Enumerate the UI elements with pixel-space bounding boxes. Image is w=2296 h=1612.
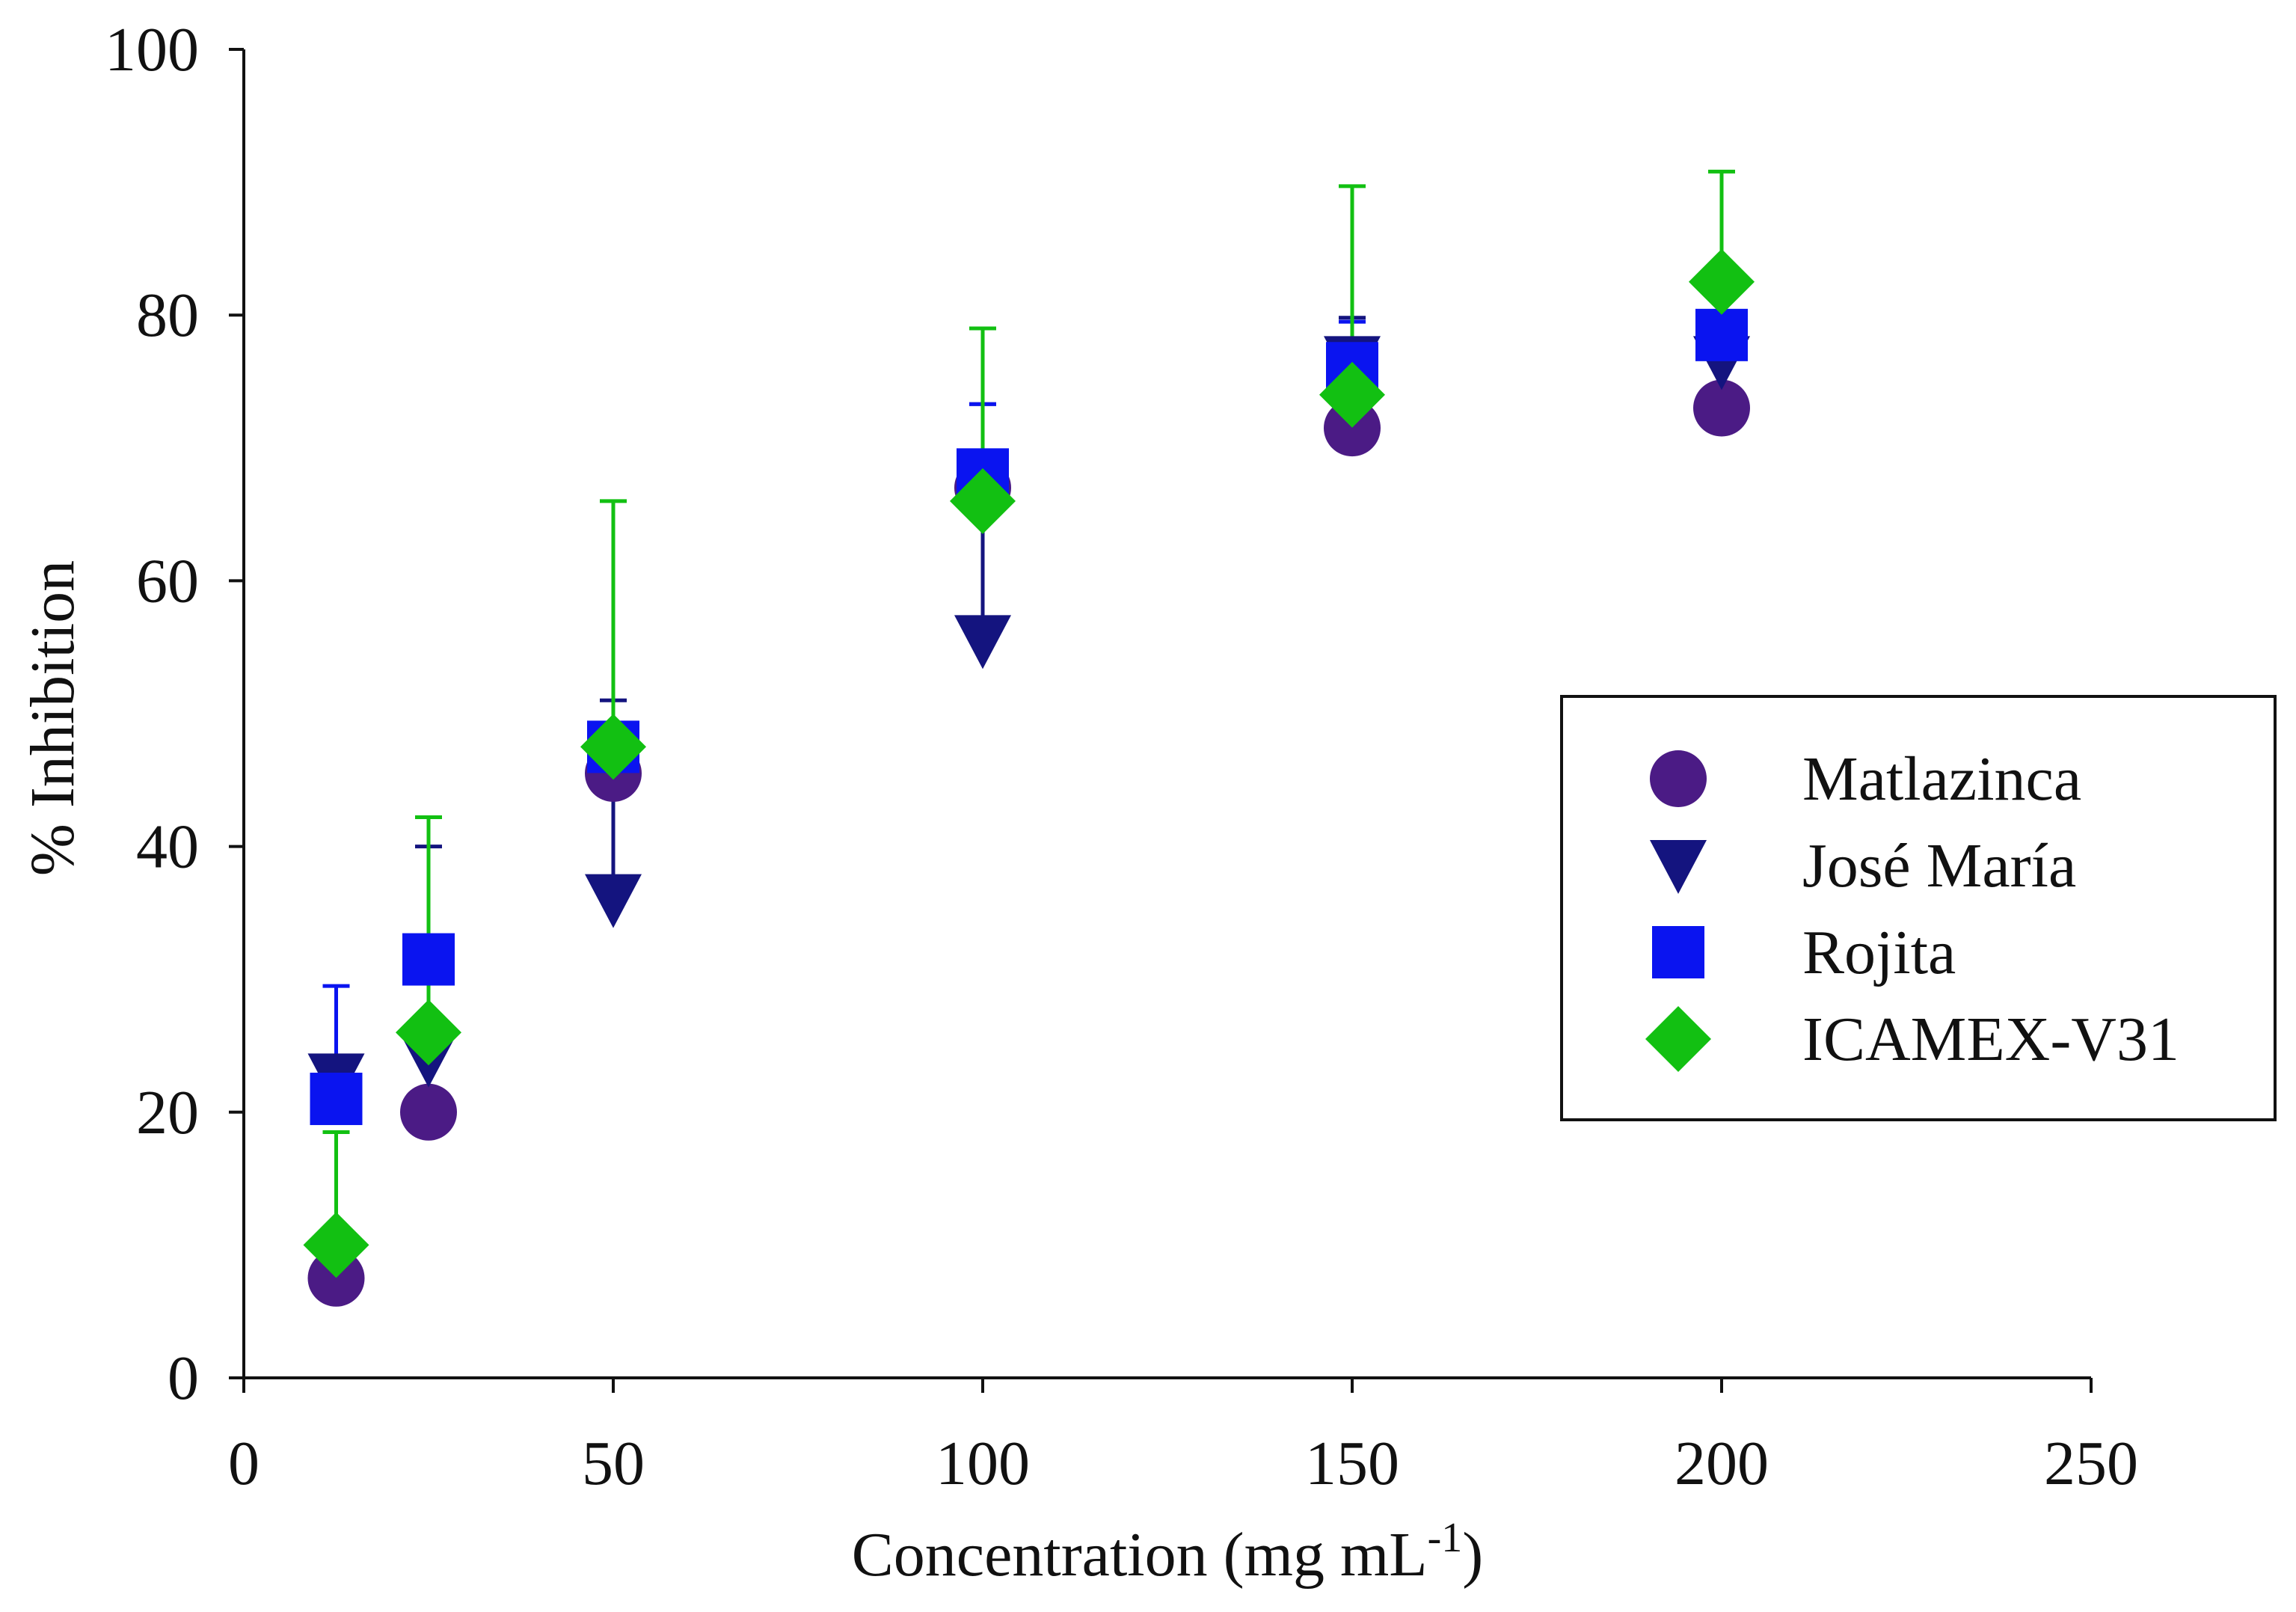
marker-2-5 — [1695, 309, 1748, 361]
marker-2-1 — [402, 934, 455, 986]
y-tick-label: 40 — [136, 812, 199, 882]
y-tick-label: 0 — [168, 1343, 199, 1413]
y-tick-label: 80 — [136, 281, 199, 350]
x-tick-label: 250 — [2044, 1429, 2138, 1498]
x-tick-label: 150 — [1305, 1429, 1399, 1498]
x-axis-label-main: Concentration (mg mL — [852, 1520, 1428, 1590]
marker-3-5 — [1689, 249, 1755, 315]
x-axis-label-superscript: -1 — [1428, 1515, 1463, 1561]
marker-1-3 — [954, 615, 1011, 669]
chart-svg: 0 50 100 150 200 250 0 20 40 60 80 100 Concentrati… — [0, 0, 2296, 1612]
legend-label-1: José María — [1802, 831, 2076, 901]
legend-marker-0 — [1650, 750, 1707, 807]
legend-label-0: Matlazinca — [1802, 744, 2081, 814]
y-axis-label: % Inhibition — [18, 560, 88, 876]
x-ticks: 0 50 100 150 200 250 — [228, 1378, 2138, 1498]
x-axis-label: Concentration (mg mL-1) — [852, 1515, 1483, 1590]
legend-label-2: Rojita — [1802, 918, 1956, 987]
x-tick-label: 200 — [1675, 1429, 1769, 1498]
marker-1-2 — [585, 874, 642, 928]
marker-3-1 — [396, 999, 461, 1065]
x-tick-label: 50 — [582, 1429, 645, 1498]
x-tick-label: 100 — [936, 1429, 1030, 1498]
legend-label-3: ICAMEX-V31 — [1802, 1005, 2179, 1074]
legend: Matlazinca José María Rojita ICAMEX-V31 — [1562, 696, 2275, 1120]
legend-marker-2 — [1652, 926, 1704, 978]
x-tick-label: 0 — [228, 1429, 260, 1498]
data-markers — [304, 249, 1755, 1307]
y-tick-label: 60 — [136, 546, 199, 616]
y-tick-label: 100 — [105, 15, 199, 85]
error-bars — [323, 171, 1736, 1245]
marker-2-0 — [310, 1073, 363, 1125]
y-ticks: 0 20 40 60 80 100 — [105, 15, 244, 1413]
x-axis-label-suffix: ) — [1462, 1520, 1483, 1590]
marker-0-1 — [400, 1084, 457, 1141]
y-tick-label: 20 — [136, 1078, 199, 1147]
